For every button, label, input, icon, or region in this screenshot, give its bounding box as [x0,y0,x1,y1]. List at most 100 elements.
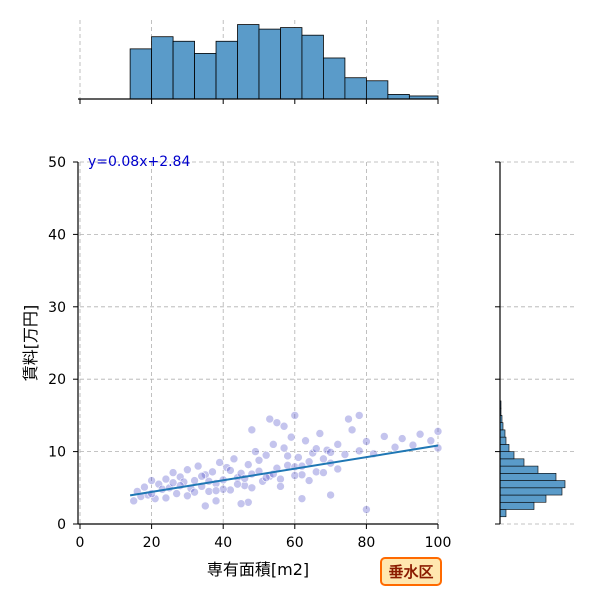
top-hist-bar [258,28,281,100]
y-axis-label: 賃料[万円] [21,305,40,382]
scatter-point [301,436,310,446]
x-axis-label: 専有面積[m2] [207,560,309,579]
right-hist-bar [499,444,510,452]
scatter-point [297,494,307,503]
top-hist-bar [215,40,238,100]
scatter-point [319,454,328,464]
scatter-point [161,474,171,484]
scatter-point [283,461,292,470]
scatter-point [215,458,224,467]
scatter-point [326,448,335,457]
scatter-point [294,453,303,462]
y-tick-label: 30 [48,300,66,316]
scatter-point [279,443,289,453]
scatter-point [247,425,257,435]
scatter-point [190,487,199,497]
x-tick-label: 40 [214,535,232,551]
right-hist-bar [499,480,566,489]
scatter-points [129,411,443,514]
scatter-point [315,429,325,438]
scatter-point [333,440,343,449]
regression-equation: y=0.08x+2.84 [88,154,190,170]
scatter-point [175,472,185,482]
regression-line [129,444,439,497]
scatter-point [243,460,253,469]
scatter-point [247,483,257,493]
scatter-point [226,466,235,475]
scatter-point [172,489,181,498]
top-hist-bar [280,27,303,100]
scatter-point [183,465,192,475]
x-tick-label: 80 [357,535,375,551]
scatter-point [304,476,314,485]
top-hist-bar [129,48,152,100]
scatter-point [276,474,285,484]
top-hist-bar [344,77,367,100]
scatter-point [304,457,314,467]
area-badge: 垂水区 [380,557,442,586]
scatter-point [354,446,364,456]
scatter-point [433,427,443,436]
right-hist-bar [499,473,557,481]
scatter-point [297,470,307,480]
scatter-point [183,491,192,501]
scatter-point [426,436,436,446]
scatter-point [311,467,321,477]
scatter-point [154,479,164,489]
scatter-point [362,437,371,446]
scatter-point [347,425,357,435]
top-hist-bar [323,57,346,100]
scatter-point [161,493,171,503]
scatter-point [190,476,199,485]
top-hist-ticks [79,99,439,104]
scatter-point [211,496,221,506]
top-hist-bar [237,24,260,100]
y-tick-label: 40 [48,227,66,243]
y-axis-ticks: 0 10 20 30 40 50 [48,155,78,533]
scatter-point [193,461,203,471]
scatter-point [140,482,149,492]
badge-label: 垂水区 [388,563,433,581]
scatter-point [168,478,178,488]
scatter-point [408,440,418,450]
right-hist-bar [499,494,547,503]
scatter-point [229,454,239,464]
scatter-point [333,464,343,474]
right-hist-bar [499,458,525,467]
top-hist-bar [387,94,410,100]
scatter-point [290,411,300,420]
scatter-point [129,496,138,506]
scatter-point [397,434,407,443]
scatter-point [390,442,400,452]
scatter-point [279,421,289,431]
top-hist-bar [194,53,217,100]
scatter-point [240,481,249,490]
scatter-point [150,494,160,503]
top-hist-bar [365,80,389,100]
scatter-point [283,451,292,461]
y-tick-label: 50 [48,155,66,171]
right-hist-bar [499,465,539,474]
scatter-point [311,444,321,454]
top-histogram [129,24,439,100]
scatter-point [326,490,335,500]
scatter-point [362,505,371,514]
scatter-point [340,450,350,459]
scatter-point [272,418,282,427]
top-hist-bar [301,34,324,100]
scatter-point [254,455,264,465]
x-tick-label: 100 [425,535,452,551]
scatter-point [290,471,300,480]
badge-box [380,557,442,586]
y-tick-label: 20 [48,372,66,388]
right-histogram [499,400,566,518]
scatter-point [286,432,296,442]
scatter-point [243,497,253,507]
top-hist-bar [151,36,174,100]
scatter-point [147,476,156,485]
top-hist-bar [172,40,195,100]
scatter-point [269,440,278,449]
x-axis-ticks: 0 20 40 60 80 100 [76,524,452,551]
x-tick-label: 60 [286,535,304,551]
scatter-point [261,473,271,482]
